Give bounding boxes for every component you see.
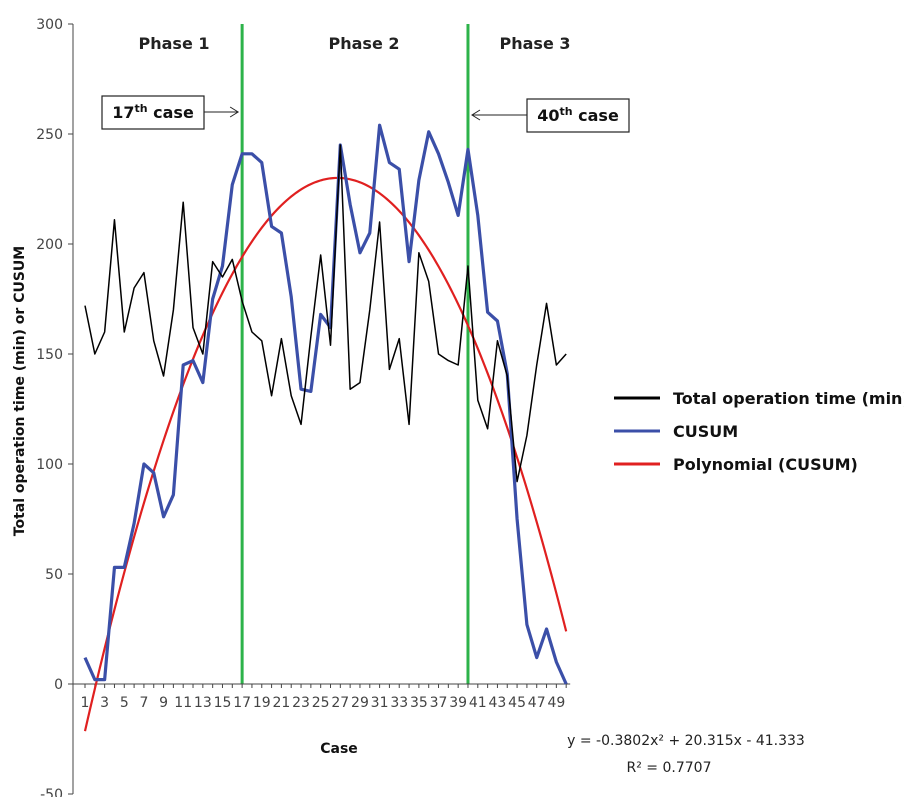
series-total-operation-time: [84, 144, 567, 483]
legend-label-cusum: CUSUM: [673, 422, 738, 441]
x-tick-label: 31: [371, 695, 389, 711]
x-tick-label: 3: [100, 695, 109, 711]
y-tick-label: 0: [54, 677, 63, 693]
trendline-equation: y = -0.3802x² + 20.315x - 41.333: [567, 733, 805, 749]
phase-3-label: Phase 3: [500, 34, 571, 53]
legend-label-operation-time: Total operation time (min): [673, 389, 904, 408]
x-tick-label: 19: [253, 695, 271, 711]
phase-1-label: Phase 1: [139, 34, 210, 53]
callout-label-17th-case: 17th case: [112, 102, 194, 123]
callout-arrowhead-40th-case: [471, 109, 481, 121]
x-tick-label: 7: [139, 695, 148, 711]
x-tick-label: 17: [233, 695, 251, 711]
x-tick-label: 45: [508, 695, 526, 711]
y-tick-labels: -50 0 50 100 150 200 250 300: [36, 17, 63, 797]
x-tick-label: 25: [312, 695, 330, 711]
callout-label-40th-case: 40th case: [537, 105, 619, 126]
x-tick-label: 47: [528, 695, 546, 711]
x-tick-label: 9: [159, 695, 168, 711]
x-tick-label: 11: [174, 695, 192, 711]
y-tick-label: 100: [36, 457, 63, 473]
callout-arrowhead-17th-case: [229, 106, 240, 118]
trendline-r-squared: R² = 0.7707: [627, 760, 712, 776]
x-tick-label: 1: [81, 695, 90, 711]
axes: [68, 23, 571, 795]
y-tick-label: 50: [45, 567, 63, 583]
series-polynomial-cusum: [83, 176, 568, 732]
y-tick-label: 200: [36, 237, 63, 253]
series-lines: [83, 123, 568, 732]
legend-label-polynomial: Polynomial (CUSUM): [673, 455, 858, 474]
x-axis-title: Case: [320, 741, 358, 757]
x-tick-label: 29: [351, 695, 369, 711]
x-tick-label: 37: [430, 695, 448, 711]
callout-box-40th-case: [526, 98, 630, 133]
y-tick-label: 250: [36, 127, 63, 143]
phase-2-label: Phase 2: [329, 34, 400, 53]
y-tick-label: 300: [36, 17, 63, 33]
x-tick-label: 49: [547, 695, 565, 711]
x-tick-labels: 1 3 5 7 9 11 13 15 17 19 21 23 25 27 29 31 33 35 37 39 41 43 4…: [81, 695, 566, 711]
x-tick-label: 35: [410, 695, 428, 711]
x-tick-label: 21: [272, 695, 290, 711]
legend: Total operation time (min) CUSUM Polynom…: [614, 389, 904, 474]
x-tick-label: 43: [489, 695, 507, 711]
x-tick-label: 5: [120, 695, 129, 711]
case-callouts: 17th case 40th case: [101, 95, 630, 133]
x-tick-label: 15: [214, 695, 232, 711]
x-tick-label: 39: [449, 695, 467, 711]
x-tick-label: 27: [331, 695, 349, 711]
x-tick-label: 13: [194, 695, 212, 711]
x-tick-label: 33: [390, 695, 408, 711]
phase-divider-lines: [240, 24, 470, 684]
x-tick-label: 41: [469, 695, 487, 711]
callout-box-17th-case: [101, 95, 205, 130]
series-cusum: [83, 123, 568, 685]
y-tick-label: -50: [40, 787, 63, 797]
y-axis-title: Total operation time (min) or CUSUM: [12, 246, 28, 536]
x-tick-label: 23: [292, 695, 310, 711]
y-tick-label: 150: [36, 347, 63, 363]
